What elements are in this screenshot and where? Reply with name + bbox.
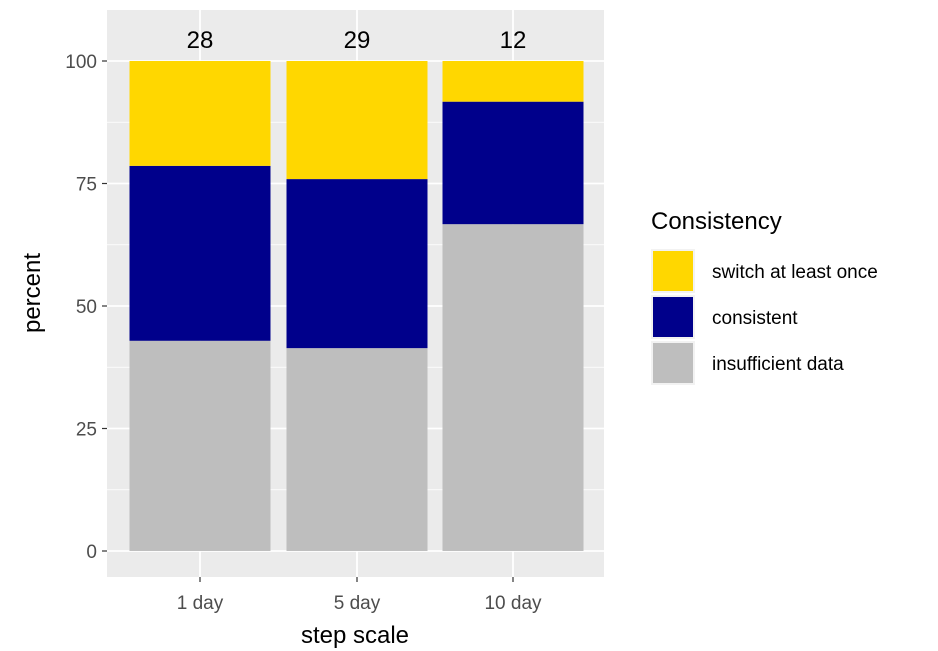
legend-key	[653, 343, 693, 383]
y-tick-label: 0	[86, 542, 97, 563]
bar-count-label: 29	[344, 27, 371, 54]
y-axis-title: percent	[19, 253, 46, 333]
legend-label: consistent	[712, 308, 798, 329]
bar-segment	[286, 61, 428, 180]
bar-count-label: 28	[187, 27, 214, 54]
bar-segment	[129, 340, 271, 551]
bar-count-label: 12	[500, 27, 527, 54]
bar-segment	[129, 165, 271, 341]
bar-segment	[286, 179, 428, 349]
bar-segment	[442, 61, 584, 102]
bars	[129, 61, 584, 552]
x-axis: 1 day 5 day 10 day	[177, 577, 542, 614]
bar-segment	[442, 224, 584, 552]
count-labels: 28 29 12	[187, 27, 527, 54]
y-tick-label: 25	[76, 420, 97, 441]
legend-label: insufficient data	[712, 354, 844, 375]
y-tick-label: 75	[76, 175, 97, 196]
legend-label: switch at least once	[712, 262, 878, 283]
x-axis-title: step scale	[301, 622, 409, 649]
legend-title: Consistency	[651, 208, 782, 235]
x-tick-label: 10 day	[484, 593, 542, 614]
x-tick-label: 5 day	[334, 593, 381, 614]
legend-key	[653, 251, 693, 291]
x-tick-label: 1 day	[177, 593, 224, 614]
bar-segment	[129, 61, 271, 166]
bar-segment	[286, 348, 428, 551]
y-tick-label: 100	[65, 52, 97, 73]
legend: Consistency switch at least once consiste…	[651, 208, 878, 385]
y-tick-label: 50	[76, 297, 97, 318]
bar-segment	[442, 101, 584, 225]
legend-key	[653, 297, 693, 337]
y-axis: 0 25 50 75 100	[65, 52, 107, 563]
